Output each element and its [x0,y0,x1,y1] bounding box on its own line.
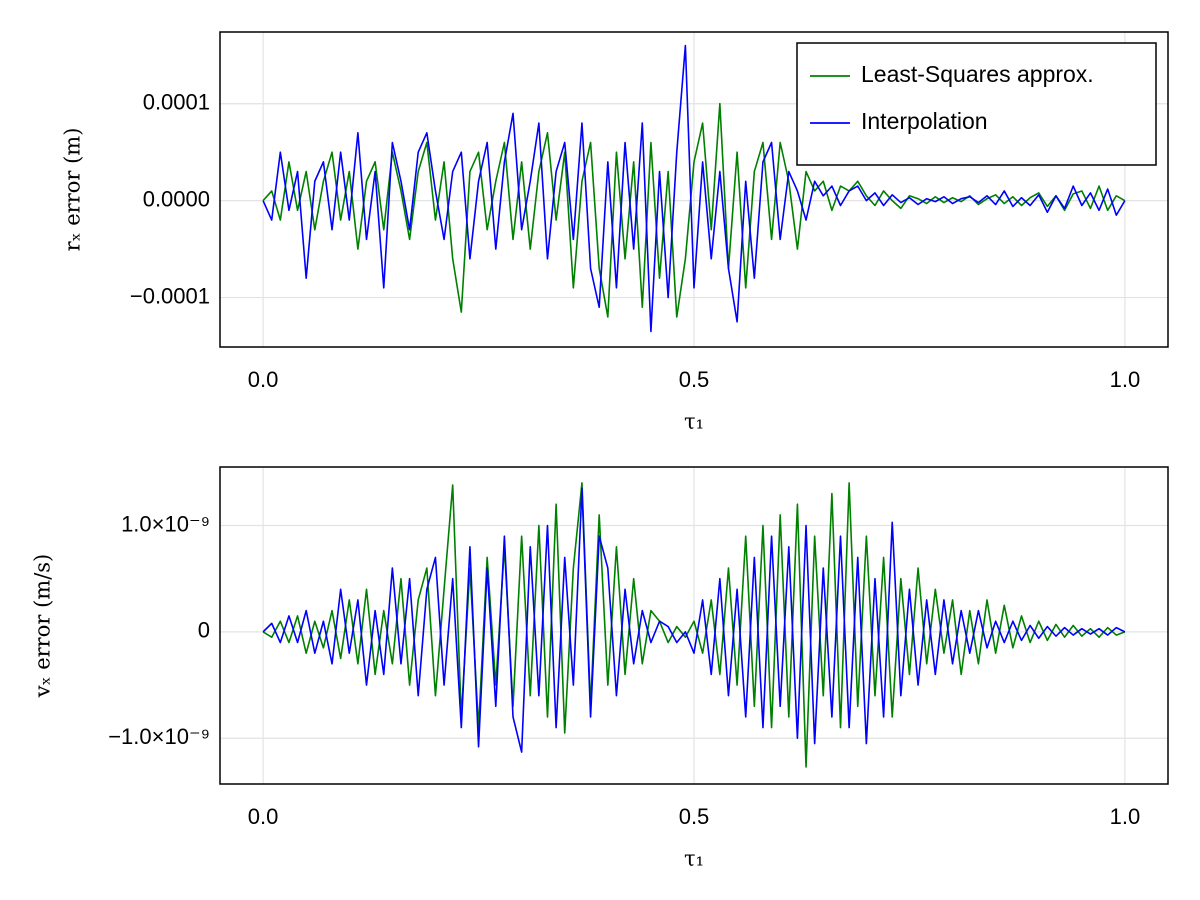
plot-area [262,44,1126,333]
plot-area [262,482,1126,768]
series-line [262,482,1126,768]
x-tick-label: 0.0 [248,804,279,829]
y-axis-label: rₓ error (m) [61,128,85,252]
x-axis-label: τ₁ [684,410,704,434]
y-tick-label: 1.0×10⁻⁹ [121,511,210,536]
legend-label: Interpolation [861,108,988,134]
y-tick-label: 0 [198,618,210,643]
x-tick-label: 0.0 [248,367,279,392]
x-tick-label: 1.0 [1110,804,1141,829]
x-axis-label: τ₁ [684,847,704,871]
y-tick-label: −1.0×10⁻⁹ [108,724,210,749]
y-tick-label: 0.0000 [143,186,210,211]
plot-frame [219,31,1169,348]
x-tick-label: 0.5 [679,804,710,829]
series-line [262,487,1126,753]
legend-label: Least-Squares approx. [861,61,1094,87]
series-line [262,44,1126,333]
y-axis-label: vₓ error (m/s) [31,554,55,698]
legend-box [796,42,1157,166]
x-tick-label: 1.0 [1110,367,1141,392]
y-tick-label: −0.0001 [130,283,210,308]
x-tick-label: 0.5 [679,367,710,392]
plot-frame [219,466,1169,785]
series-line [262,102,1126,318]
y-tick-label: 0.0001 [143,90,210,115]
